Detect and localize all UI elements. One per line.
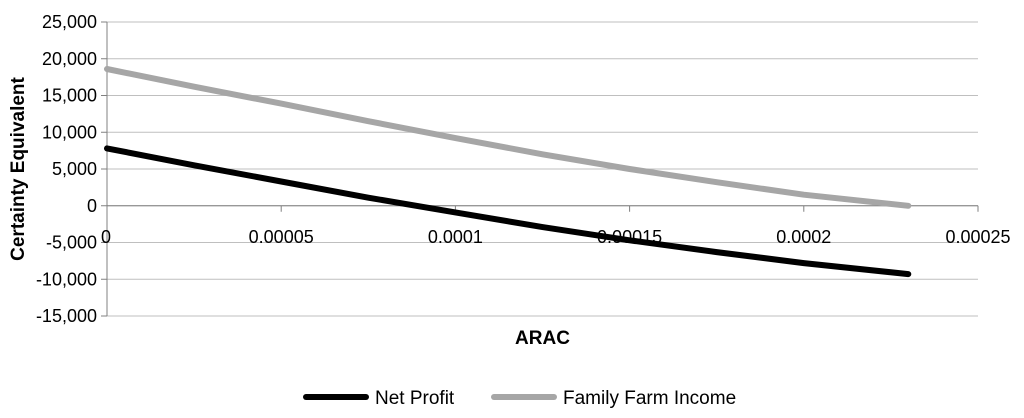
series-lines xyxy=(104,66,912,278)
legend-label: Family Farm Income xyxy=(563,388,736,409)
y-tick-label: 10,000 xyxy=(42,122,97,142)
x-tick-label: 0 xyxy=(101,227,111,247)
legend: Net Profit Family Farm Income xyxy=(303,388,736,409)
x-tick-label: 0.00025 xyxy=(945,227,1010,247)
y-tick-label: 15,000 xyxy=(42,86,97,106)
y-tick-label: -15,000 xyxy=(36,306,97,326)
y-tick-label: 25,000 xyxy=(42,12,97,32)
series-line-family-farm-income xyxy=(104,66,912,209)
y-axis-title: Certainty Equivalent xyxy=(8,76,29,260)
x-tick-label: 0.0002 xyxy=(776,227,831,247)
y-tick-label: 0 xyxy=(87,196,97,216)
x-tick-label: 0.00005 xyxy=(249,227,314,247)
y-tick-label: 5,000 xyxy=(52,159,97,179)
x-tick-labels: 0 0.00005 0.0001 0.00015 0.0002 0.00025 xyxy=(101,227,1011,247)
gridlines xyxy=(107,21,978,317)
series-line-net-profit xyxy=(104,145,912,278)
x-axis-title: ARAC xyxy=(515,328,570,349)
y-tick-label: 20,000 xyxy=(42,49,97,69)
y-tick-label: -10,000 xyxy=(36,269,97,289)
legend-label: Net Profit xyxy=(375,388,455,409)
x-tick-label: 0.00015 xyxy=(597,227,662,247)
y-tick-label: -5,000 xyxy=(46,233,97,253)
y-tick-labels: 25,000 20,000 15,000 10,000 5,000 0 -5,000 -10,… xyxy=(36,12,97,326)
x-tick-label: 0.0001 xyxy=(428,227,483,247)
